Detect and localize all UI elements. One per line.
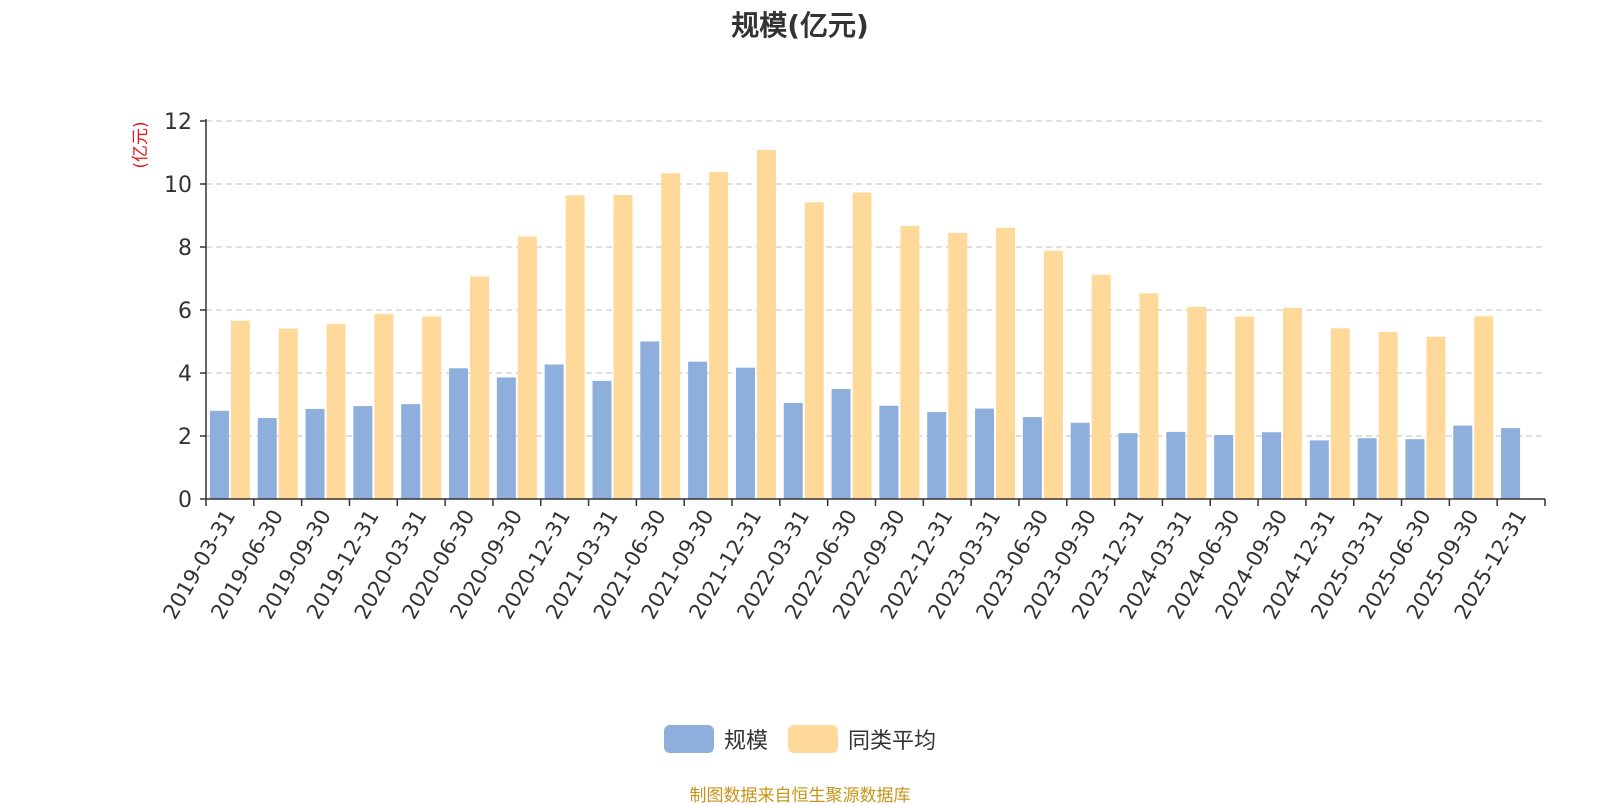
axes [200,119,1546,506]
bar-scale[interactable] [592,380,612,499]
legend-swatch-series-0 [663,725,714,753]
bar-scale[interactable] [1405,439,1425,499]
legend-swatch-series-1 [788,725,838,753]
bar-peer-avg[interactable] [900,225,920,499]
x-tick-labels: 2019-03-312019-06-302019-09-302019-12-31… [158,505,1531,623]
bar-scale[interactable] [975,408,995,499]
bar-peer-avg[interactable] [948,232,968,499]
bar-scale[interactable] [544,364,564,499]
bar-scale[interactable] [496,377,516,499]
bar-scale[interactable] [401,404,421,499]
bar-peer-avg[interactable] [565,195,585,499]
bar-scale[interactable] [305,408,325,499]
bar-peer-avg[interactable] [326,323,346,499]
bar-scale[interactable] [1261,432,1281,499]
y-tick-label: 6 [178,299,192,324]
bar-peer-avg[interactable] [661,173,681,500]
legend-item-series-0[interactable]: 规模 [663,723,768,755]
bar-peer-avg[interactable] [470,276,490,499]
bar-peer-avg[interactable] [1091,274,1111,499]
bar-peer-avg[interactable] [422,316,442,499]
legend-label-series-0: 规模 [723,729,768,754]
y-tick-label: 2 [178,425,192,450]
bar-peer-avg[interactable] [804,202,824,499]
bar-scale[interactable] [1118,433,1138,499]
bars [209,149,1521,500]
y-tick-label: 8 [178,236,192,261]
bar-peer-avg[interactable] [1378,332,1398,499]
legend: 规模 同类平均 [0,723,1600,755]
bar-peer-avg[interactable] [1330,328,1350,499]
bar-scale[interactable] [1453,425,1473,499]
y-axis-label: (亿元) [131,121,151,168]
bar-scale[interactable] [1309,440,1329,499]
bar-scale[interactable] [831,389,851,499]
bar-scale[interactable] [1357,438,1377,499]
bar-peer-avg[interactable] [756,149,776,500]
bar-peer-avg[interactable] [709,172,729,499]
bar-scale[interactable] [640,341,660,500]
bar-peer-avg[interactable] [1187,306,1207,499]
bar-peer-avg[interactable] [278,328,298,499]
bar-peer-avg[interactable] [517,236,537,500]
bar-scale[interactable] [209,410,229,499]
y-tick-label: 0 [178,488,192,513]
bar-peer-avg[interactable] [996,227,1016,499]
bar-scale[interactable] [1501,428,1521,499]
bar-scale[interactable] [783,402,803,499]
bar-peer-avg[interactable] [1282,307,1302,499]
bar-peer-avg[interactable] [1235,316,1255,499]
chart-title: 规模(亿元) [731,9,869,42]
bar-peer-avg[interactable] [613,195,633,499]
bar-scale[interactable] [879,405,899,499]
bar-peer-avg[interactable] [230,320,250,499]
bar-peer-avg[interactable] [852,192,872,499]
legend-label-series-1: 同类平均 [848,729,937,754]
bar-scale[interactable] [1070,422,1090,499]
bar-scale[interactable] [735,367,755,499]
bar-peer-avg[interactable] [1426,336,1446,499]
bar-peer-avg[interactable] [374,314,394,499]
y-tick-label: 10 [164,173,192,198]
bar-scale[interactable] [688,361,708,499]
y-tick-labels: 0 2 4 6 8 10 12 [164,110,192,513]
y-tick-label: 12 [164,110,192,135]
bar-scale[interactable] [1166,431,1186,499]
bar-scale[interactable] [927,412,947,499]
bar-scale[interactable] [1022,417,1042,499]
bar-scale[interactable] [1214,435,1234,499]
bar-peer-avg[interactable] [1139,293,1159,499]
bar-peer-avg[interactable] [1043,250,1063,499]
bar-peer-avg[interactable] [1474,316,1494,499]
bar-scale[interactable] [257,418,277,499]
legend-item-series-1[interactable]: 同类平均 [788,723,936,755]
source-note: 制图数据来自恒生聚源数据库 [689,786,911,806]
bar-scale[interactable] [449,368,469,499]
bar-scale[interactable] [353,406,373,499]
y-tick-label: 4 [178,362,192,387]
